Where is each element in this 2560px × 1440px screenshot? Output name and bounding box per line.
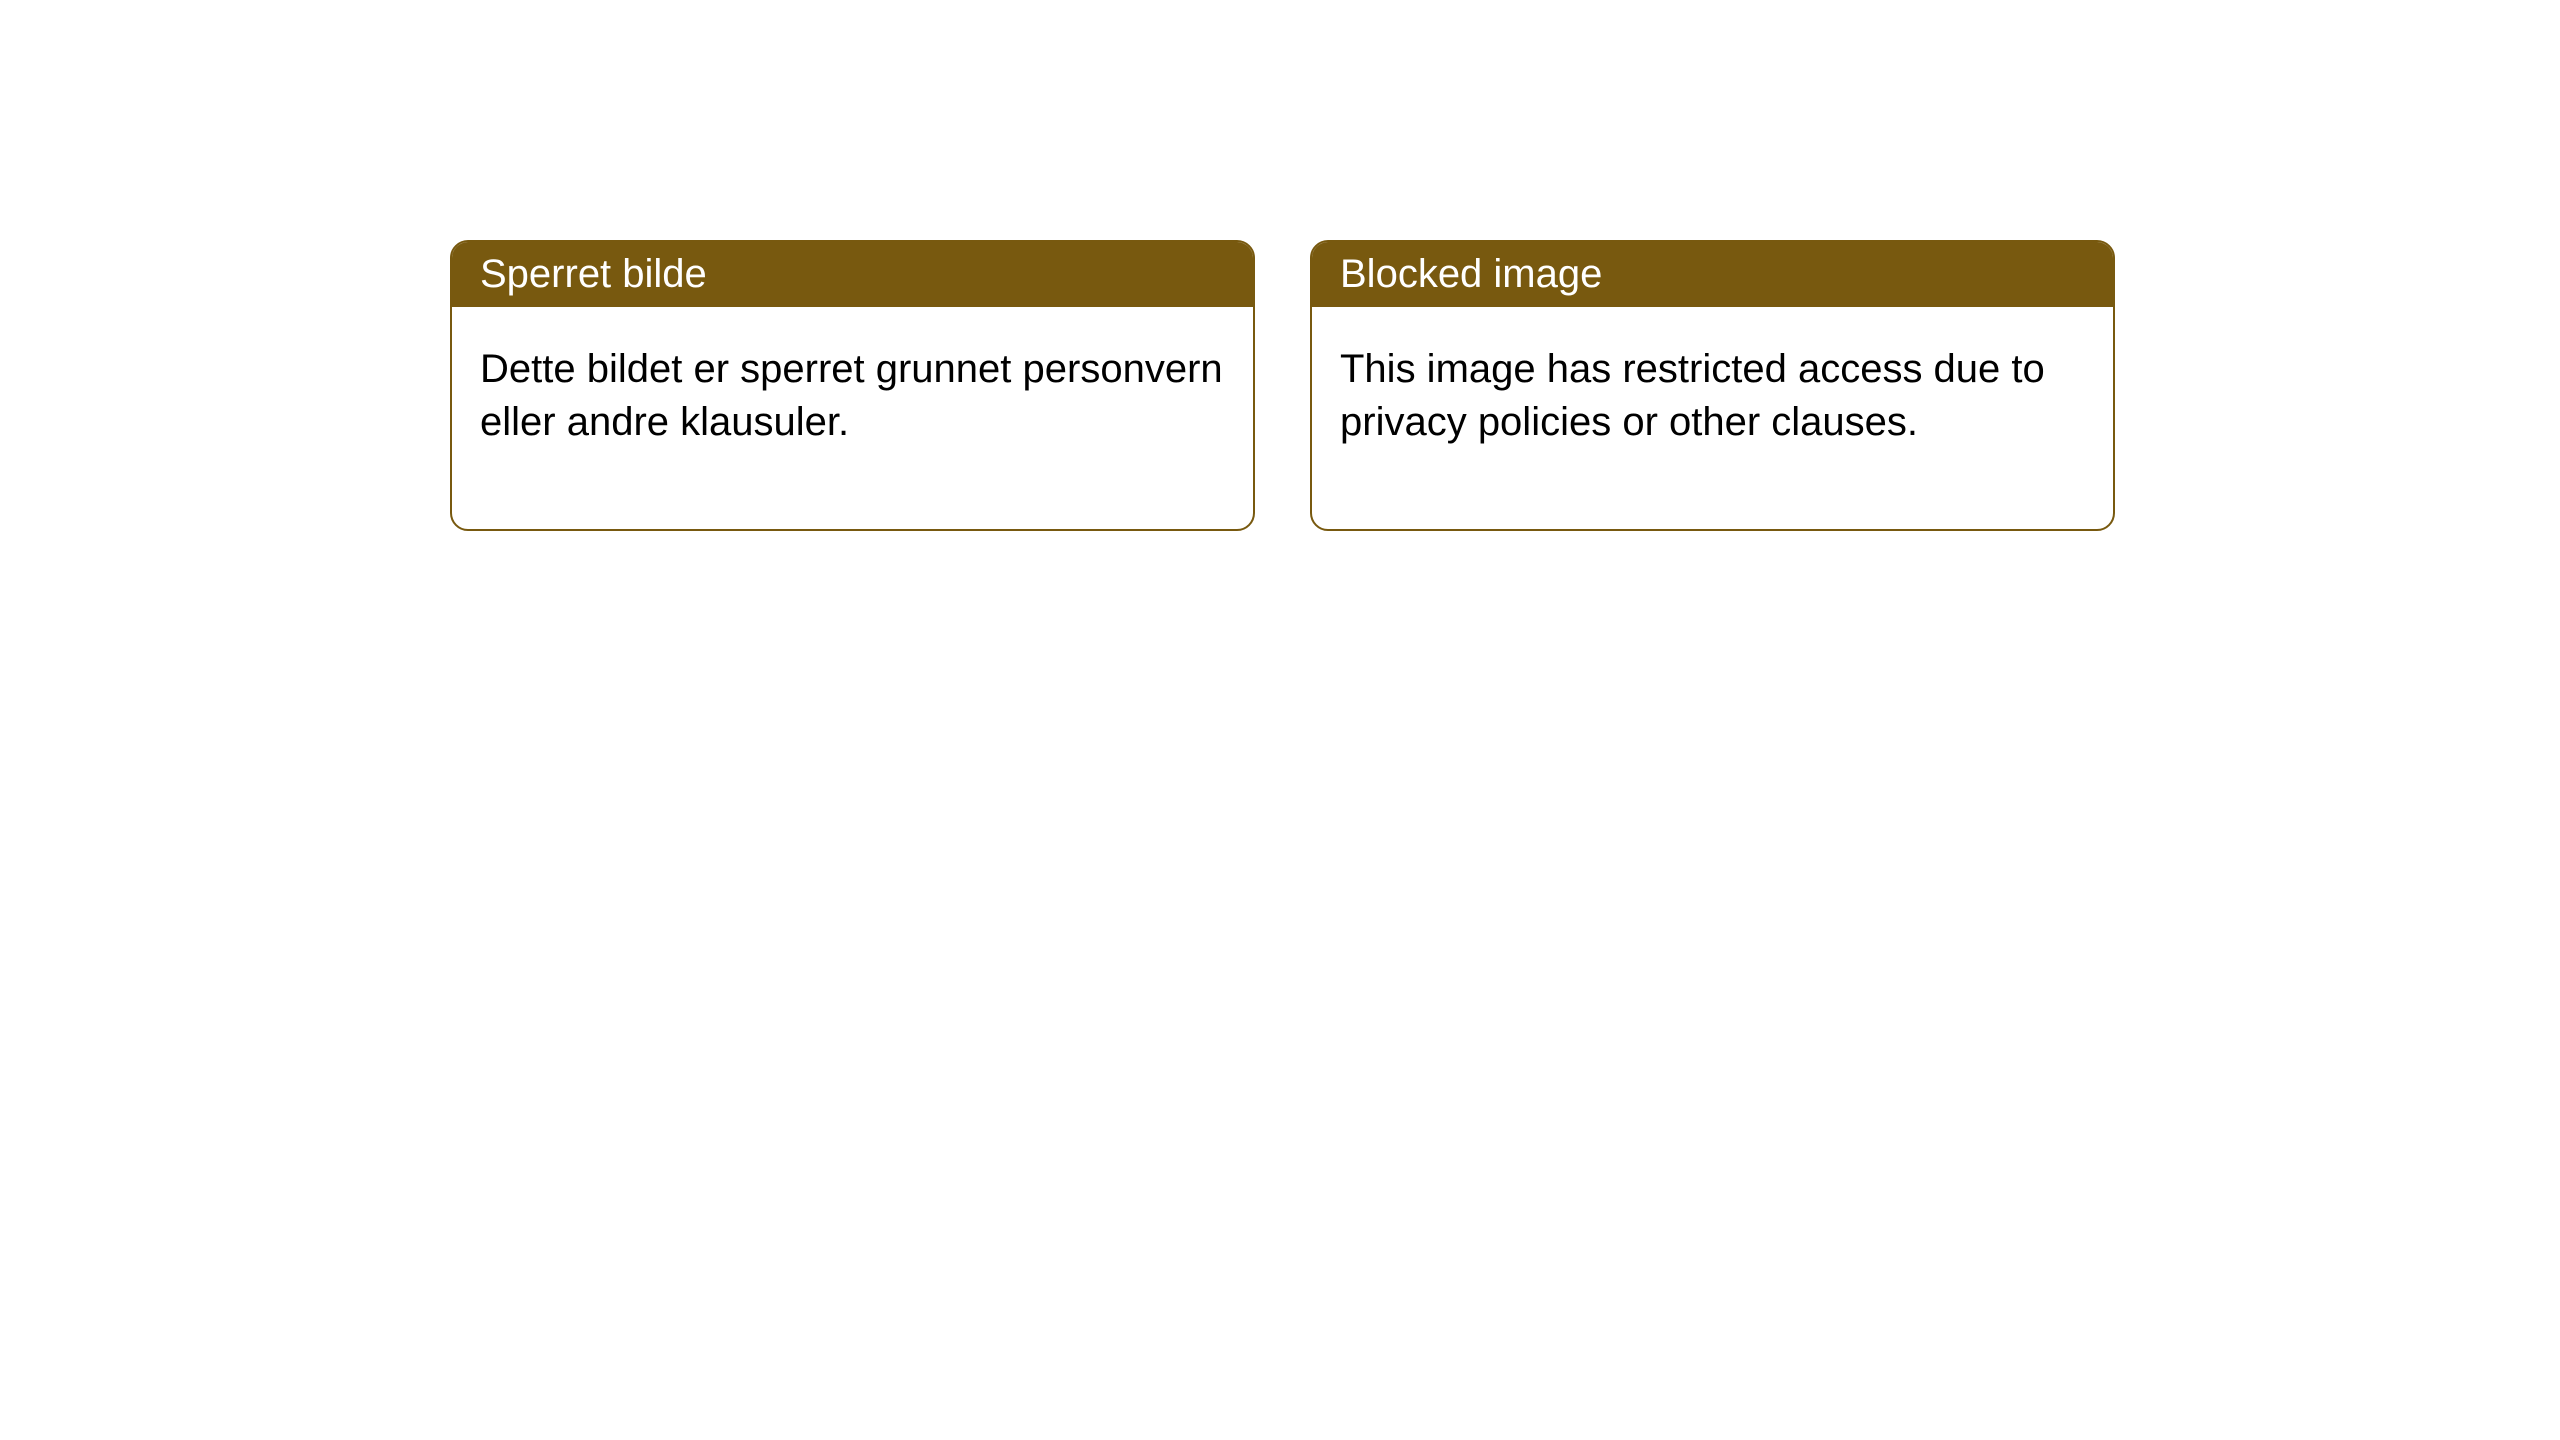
notice-container: Sperret bilde Dette bildet er sperret gr…: [0, 0, 2560, 531]
notice-title-norwegian: Sperret bilde: [452, 242, 1253, 307]
notice-title-english: Blocked image: [1312, 242, 2113, 307]
notice-body-norwegian: Dette bildet er sperret grunnet personve…: [452, 307, 1253, 529]
notice-card-norwegian: Sperret bilde Dette bildet er sperret gr…: [450, 240, 1255, 531]
notice-card-english: Blocked image This image has restricted …: [1310, 240, 2115, 531]
notice-body-english: This image has restricted access due to …: [1312, 307, 2113, 529]
